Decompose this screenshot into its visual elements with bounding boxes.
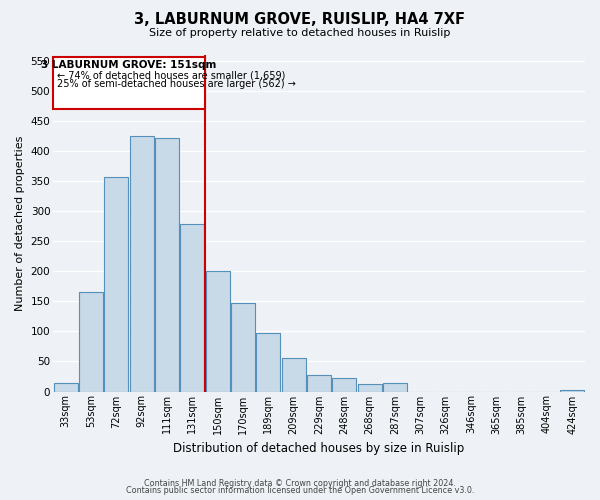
Text: Size of property relative to detached houses in Ruislip: Size of property relative to detached ho… <box>149 28 451 38</box>
Bar <box>332 378 356 392</box>
X-axis label: Distribution of detached houses by size in Ruislip: Distribution of detached houses by size … <box>173 442 464 455</box>
Bar <box>54 382 78 392</box>
Bar <box>181 224 205 392</box>
Bar <box>104 177 128 392</box>
Text: 25% of semi-detached houses are larger (562) →: 25% of semi-detached houses are larger (… <box>57 79 296 89</box>
Bar <box>383 383 407 392</box>
Bar <box>206 272 230 392</box>
Y-axis label: Number of detached properties: Number of detached properties <box>15 136 25 311</box>
Text: 3 LABURNUM GROVE: 151sqm: 3 LABURNUM GROVE: 151sqm <box>41 60 217 70</box>
Bar <box>307 374 331 392</box>
Bar <box>560 390 584 392</box>
Bar <box>155 138 179 392</box>
Bar <box>281 358 306 392</box>
Bar <box>231 302 255 392</box>
Text: ← 74% of detached houses are smaller (1,659): ← 74% of detached houses are smaller (1,… <box>57 70 285 80</box>
Text: Contains public sector information licensed under the Open Government Licence v3: Contains public sector information licen… <box>126 486 474 495</box>
Bar <box>358 384 382 392</box>
Bar <box>130 136 154 392</box>
Text: 3, LABURNUM GROVE, RUISLIP, HA4 7XF: 3, LABURNUM GROVE, RUISLIP, HA4 7XF <box>134 12 466 28</box>
Bar <box>256 333 280 392</box>
Bar <box>53 57 205 109</box>
Bar <box>79 292 103 392</box>
Text: Contains HM Land Registry data © Crown copyright and database right 2024.: Contains HM Land Registry data © Crown c… <box>144 478 456 488</box>
